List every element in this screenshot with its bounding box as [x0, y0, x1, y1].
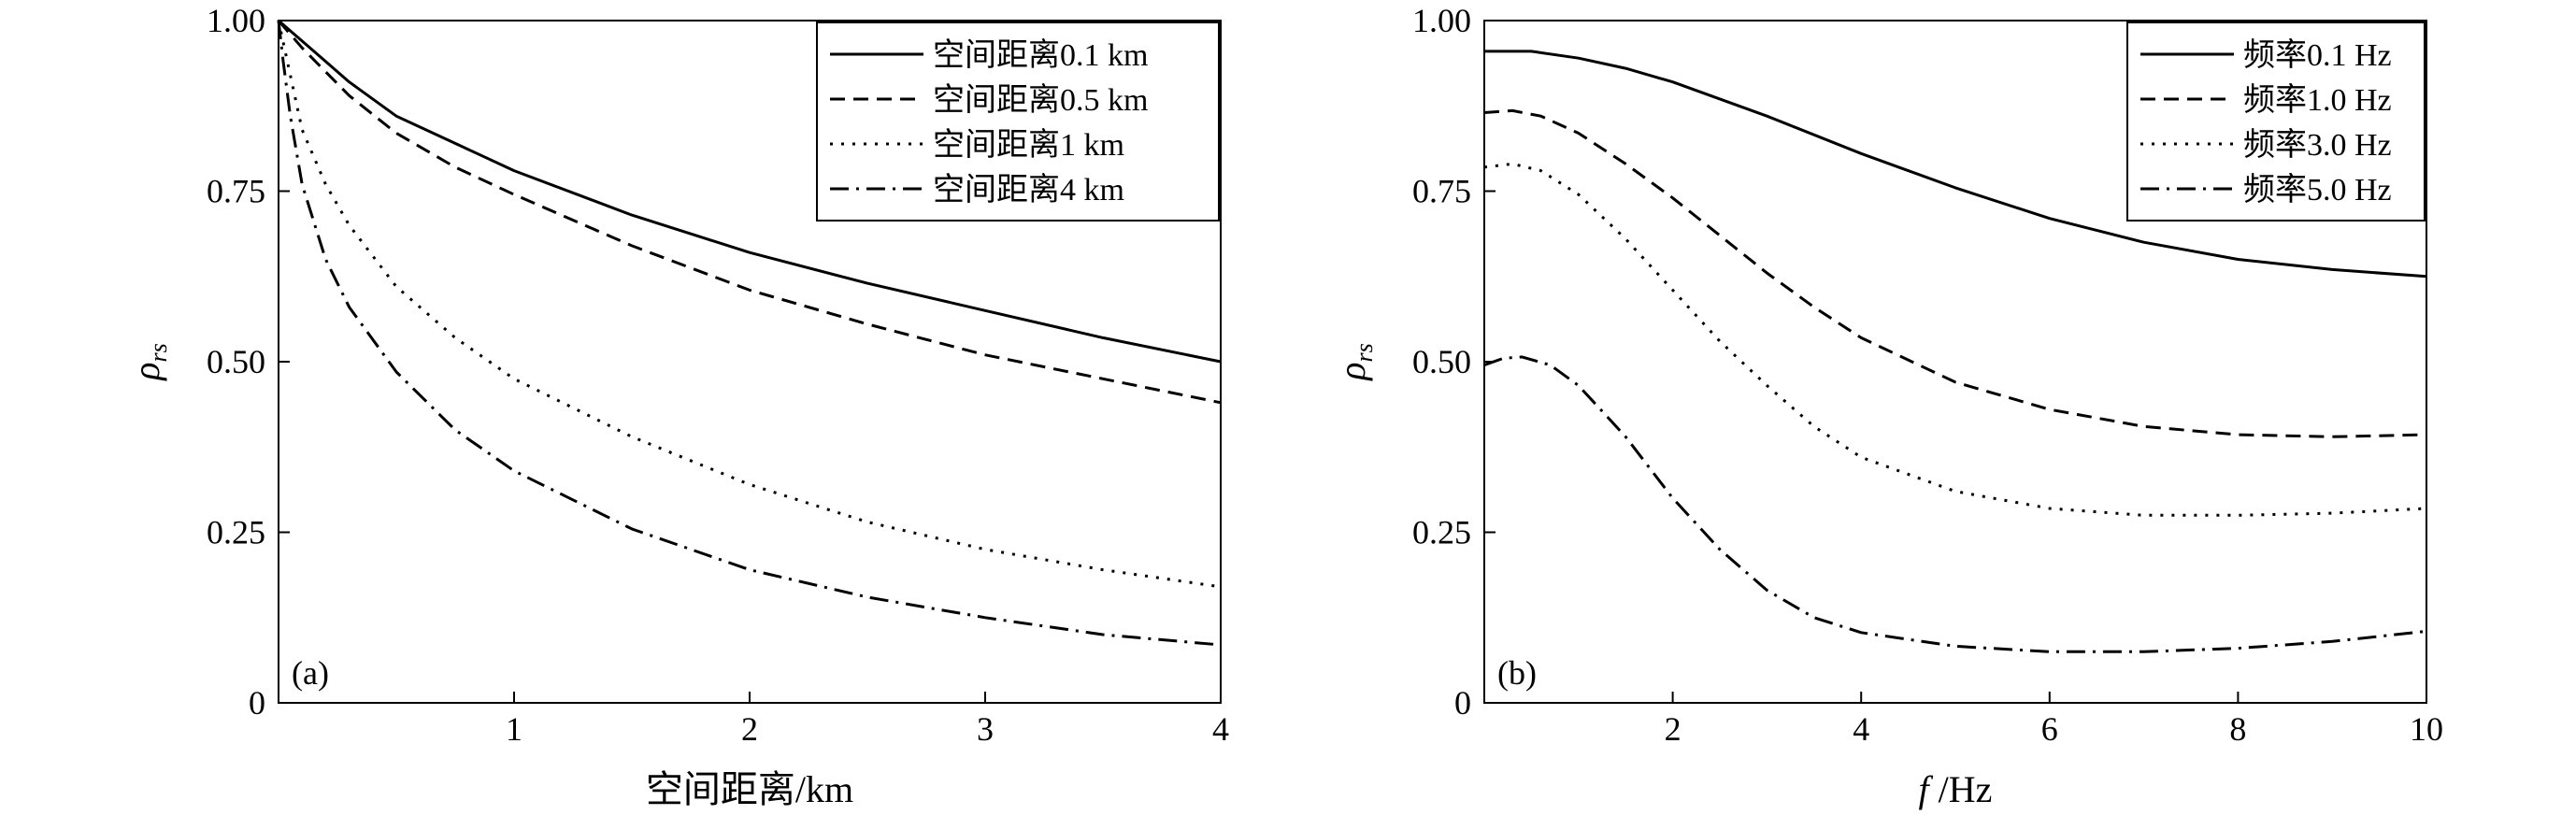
legend-entry: 空间距离0.5 km — [933, 82, 1148, 118]
y-tick-label: 0.25 — [207, 514, 265, 551]
legend: 空间距离0.1 km 空间距离0.5 km 空间距离1 km 空间距离4 km — [816, 21, 1220, 222]
y-axis-label: ρrs — [1331, 343, 1378, 381]
series-line-2 — [277, 20, 1222, 405]
legend-entry: 频率1.0 Hz — [2243, 82, 2392, 118]
y-axis-label-subscript: rs — [1351, 343, 1378, 362]
y-axis-label-symbol: ρ — [1331, 363, 1373, 382]
y-tick-label: 1.00 — [207, 2, 265, 39]
x-tick-label: 8 — [2229, 710, 2246, 748]
y-tick-label: 0.75 — [207, 173, 265, 210]
x-axis-label: f /Hz — [1919, 768, 1993, 810]
y-axis-label-symbol: ρ — [125, 363, 167, 382]
y-tick-label: 0.50 — [207, 343, 265, 380]
chart-panel-b: 2 4 6 8 10 0 0.25 0.50 0.75 1.00 f /Hz ρrs (b) 频率0.1 … — [1331, 2, 2443, 810]
y-tick-label: 1.00 — [1412, 2, 1471, 39]
legend-entry: 空间距离4 km — [933, 172, 1124, 207]
x-axis-label-unit: /Hz — [1929, 768, 1993, 810]
series-line-3 — [1483, 162, 2427, 517]
x-tick-label: 2 — [1665, 710, 1682, 748]
legend: 频率0.1 Hz 频率1.0 Hz 频率3.0 Hz 频率5.0 Hz — [2126, 21, 2426, 222]
x-tick-label: 4 — [1853, 710, 1869, 748]
x-tick-label: 10 — [2410, 710, 2443, 748]
x-tick-label: 6 — [2041, 710, 2058, 748]
panel-label: (b) — [1497, 654, 1537, 692]
y-tick-label: 0 — [1454, 684, 1471, 722]
legend-entry: 频率0.1 Hz — [2243, 37, 2392, 73]
x-tick-label: 2 — [741, 710, 758, 748]
x-tick-label: 3 — [977, 710, 994, 748]
series-line-1 — [1484, 50, 2427, 279]
series-line-2 — [1483, 108, 2427, 438]
y-tick-label: 0.75 — [1412, 173, 1471, 210]
x-tick-label: 1 — [506, 710, 522, 748]
legend-entry: 空间距离0.1 km — [933, 37, 1148, 73]
series-line-1 — [278, 19, 1222, 364]
y-tick-label: 0.25 — [1412, 514, 1471, 551]
panel-label: (a) — [292, 654, 329, 692]
y-tick-label: 0.50 — [1412, 343, 1471, 380]
y-axis-label: ρrs — [125, 343, 172, 381]
x-tick-label: 4 — [1212, 710, 1229, 748]
legend-entry: 空间距离1 km — [933, 127, 1124, 163]
chart-panel-a: 1 2 3 4 0 0.25 0.50 0.75 1.00 空间距离/km ρrs (a) 空间距离0.… — [125, 2, 1229, 810]
legend-entry: 频率3.0 Hz — [2243, 127, 2392, 163]
series-line-4 — [277, 20, 1222, 647]
series-line-4 — [1483, 355, 2427, 653]
legend-entry: 频率5.0 Hz — [2243, 172, 2392, 207]
y-tick-label: 0 — [249, 684, 265, 722]
y-axis-label-subscript: rs — [145, 343, 172, 362]
x-axis-label: 空间距离/km — [646, 768, 853, 810]
